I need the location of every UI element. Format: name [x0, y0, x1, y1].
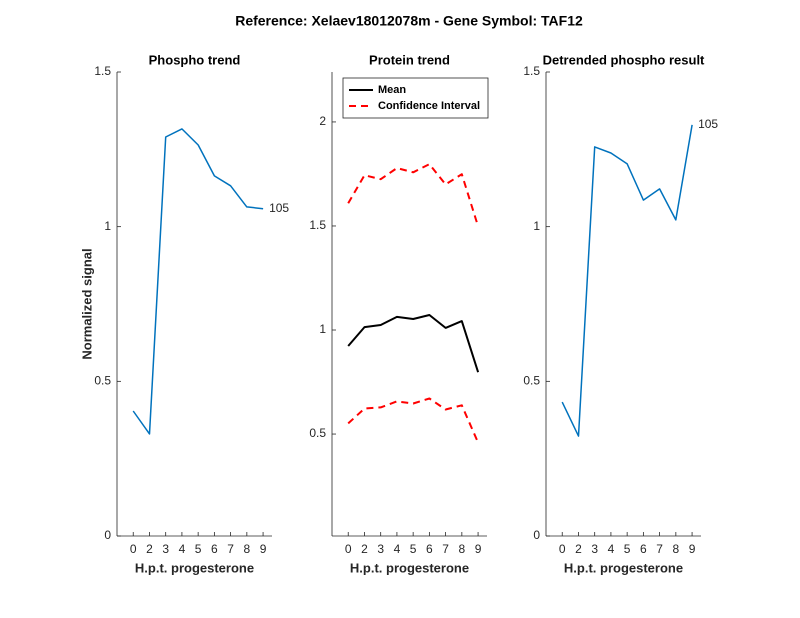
figure-title: Reference: Xelaev18012078m - Gene Symbol…	[235, 13, 583, 29]
y-tick-label: 1.5	[94, 64, 111, 78]
y-tick-label: 2	[319, 114, 326, 128]
x-tick-label: 6	[640, 542, 647, 556]
y-tick-label: 1.5	[309, 218, 326, 232]
x-tick-label: 9	[260, 542, 267, 556]
y-axis-label: Normalized signal	[79, 248, 94, 359]
x-tick-label: 7	[227, 542, 234, 556]
x-tick-label: 3	[591, 542, 598, 556]
y-tick-label: 1	[104, 219, 111, 233]
x-axis-label: H.p.t. progesterone	[135, 560, 254, 575]
x-tick-label: 4	[394, 542, 401, 556]
legend-label: Confidence Interval	[378, 100, 480, 112]
x-tick-label: 4	[608, 542, 615, 556]
annotation: 105	[698, 117, 718, 131]
x-tick-label: 2	[146, 542, 153, 556]
x-tick-label: 0	[559, 542, 566, 556]
subplot-title: Detrended phospho result	[543, 52, 705, 67]
subplot-title: Phospho trend	[149, 52, 241, 67]
x-tick-label: 7	[656, 542, 663, 556]
x-axis-label: H.p.t. progesterone	[350, 560, 469, 575]
y-tick-label: 0.5	[309, 426, 326, 440]
legend-box	[342, 77, 489, 119]
y-tick-label: 0.5	[94, 374, 111, 388]
legend-label: Mean	[378, 84, 406, 96]
x-tick-label: 8	[458, 542, 465, 556]
annotation: 105	[269, 201, 289, 215]
x-tick-label: 5	[624, 542, 631, 556]
x-tick-label: 2	[575, 542, 582, 556]
x-tick-label: 8	[672, 542, 679, 556]
x-tick-label: 6	[211, 542, 218, 556]
series-line	[347, 314, 480, 373]
x-tick-label: 2	[361, 542, 368, 556]
x-tick-label: 8	[243, 542, 250, 556]
series-line	[132, 128, 264, 435]
y-tick-label: 1	[319, 322, 326, 336]
series-line	[561, 124, 693, 437]
x-tick-label: 5	[410, 542, 417, 556]
series-line	[347, 397, 480, 444]
x-tick-label: 9	[689, 542, 696, 556]
y-tick-label: 1.5	[523, 64, 540, 78]
x-tick-label: 3	[162, 542, 169, 556]
y-tick-label: 0	[104, 528, 111, 542]
x-tick-label: 4	[179, 542, 186, 556]
y-tick-label: 1	[533, 219, 540, 233]
x-tick-label: 0	[345, 542, 352, 556]
x-tick-label: 5	[195, 542, 202, 556]
x-tick-label: 7	[442, 542, 449, 556]
x-tick-label: 3	[377, 542, 384, 556]
subplot-title: Protein trend	[369, 52, 450, 67]
y-tick-label: 0	[533, 528, 540, 542]
x-tick-label: 0	[130, 542, 137, 556]
x-tick-label: 6	[426, 542, 433, 556]
x-axis-label: H.p.t. progesterone	[564, 560, 683, 575]
y-tick-label: 0.5	[523, 374, 540, 388]
series-line	[347, 163, 480, 227]
x-tick-label: 9	[475, 542, 482, 556]
